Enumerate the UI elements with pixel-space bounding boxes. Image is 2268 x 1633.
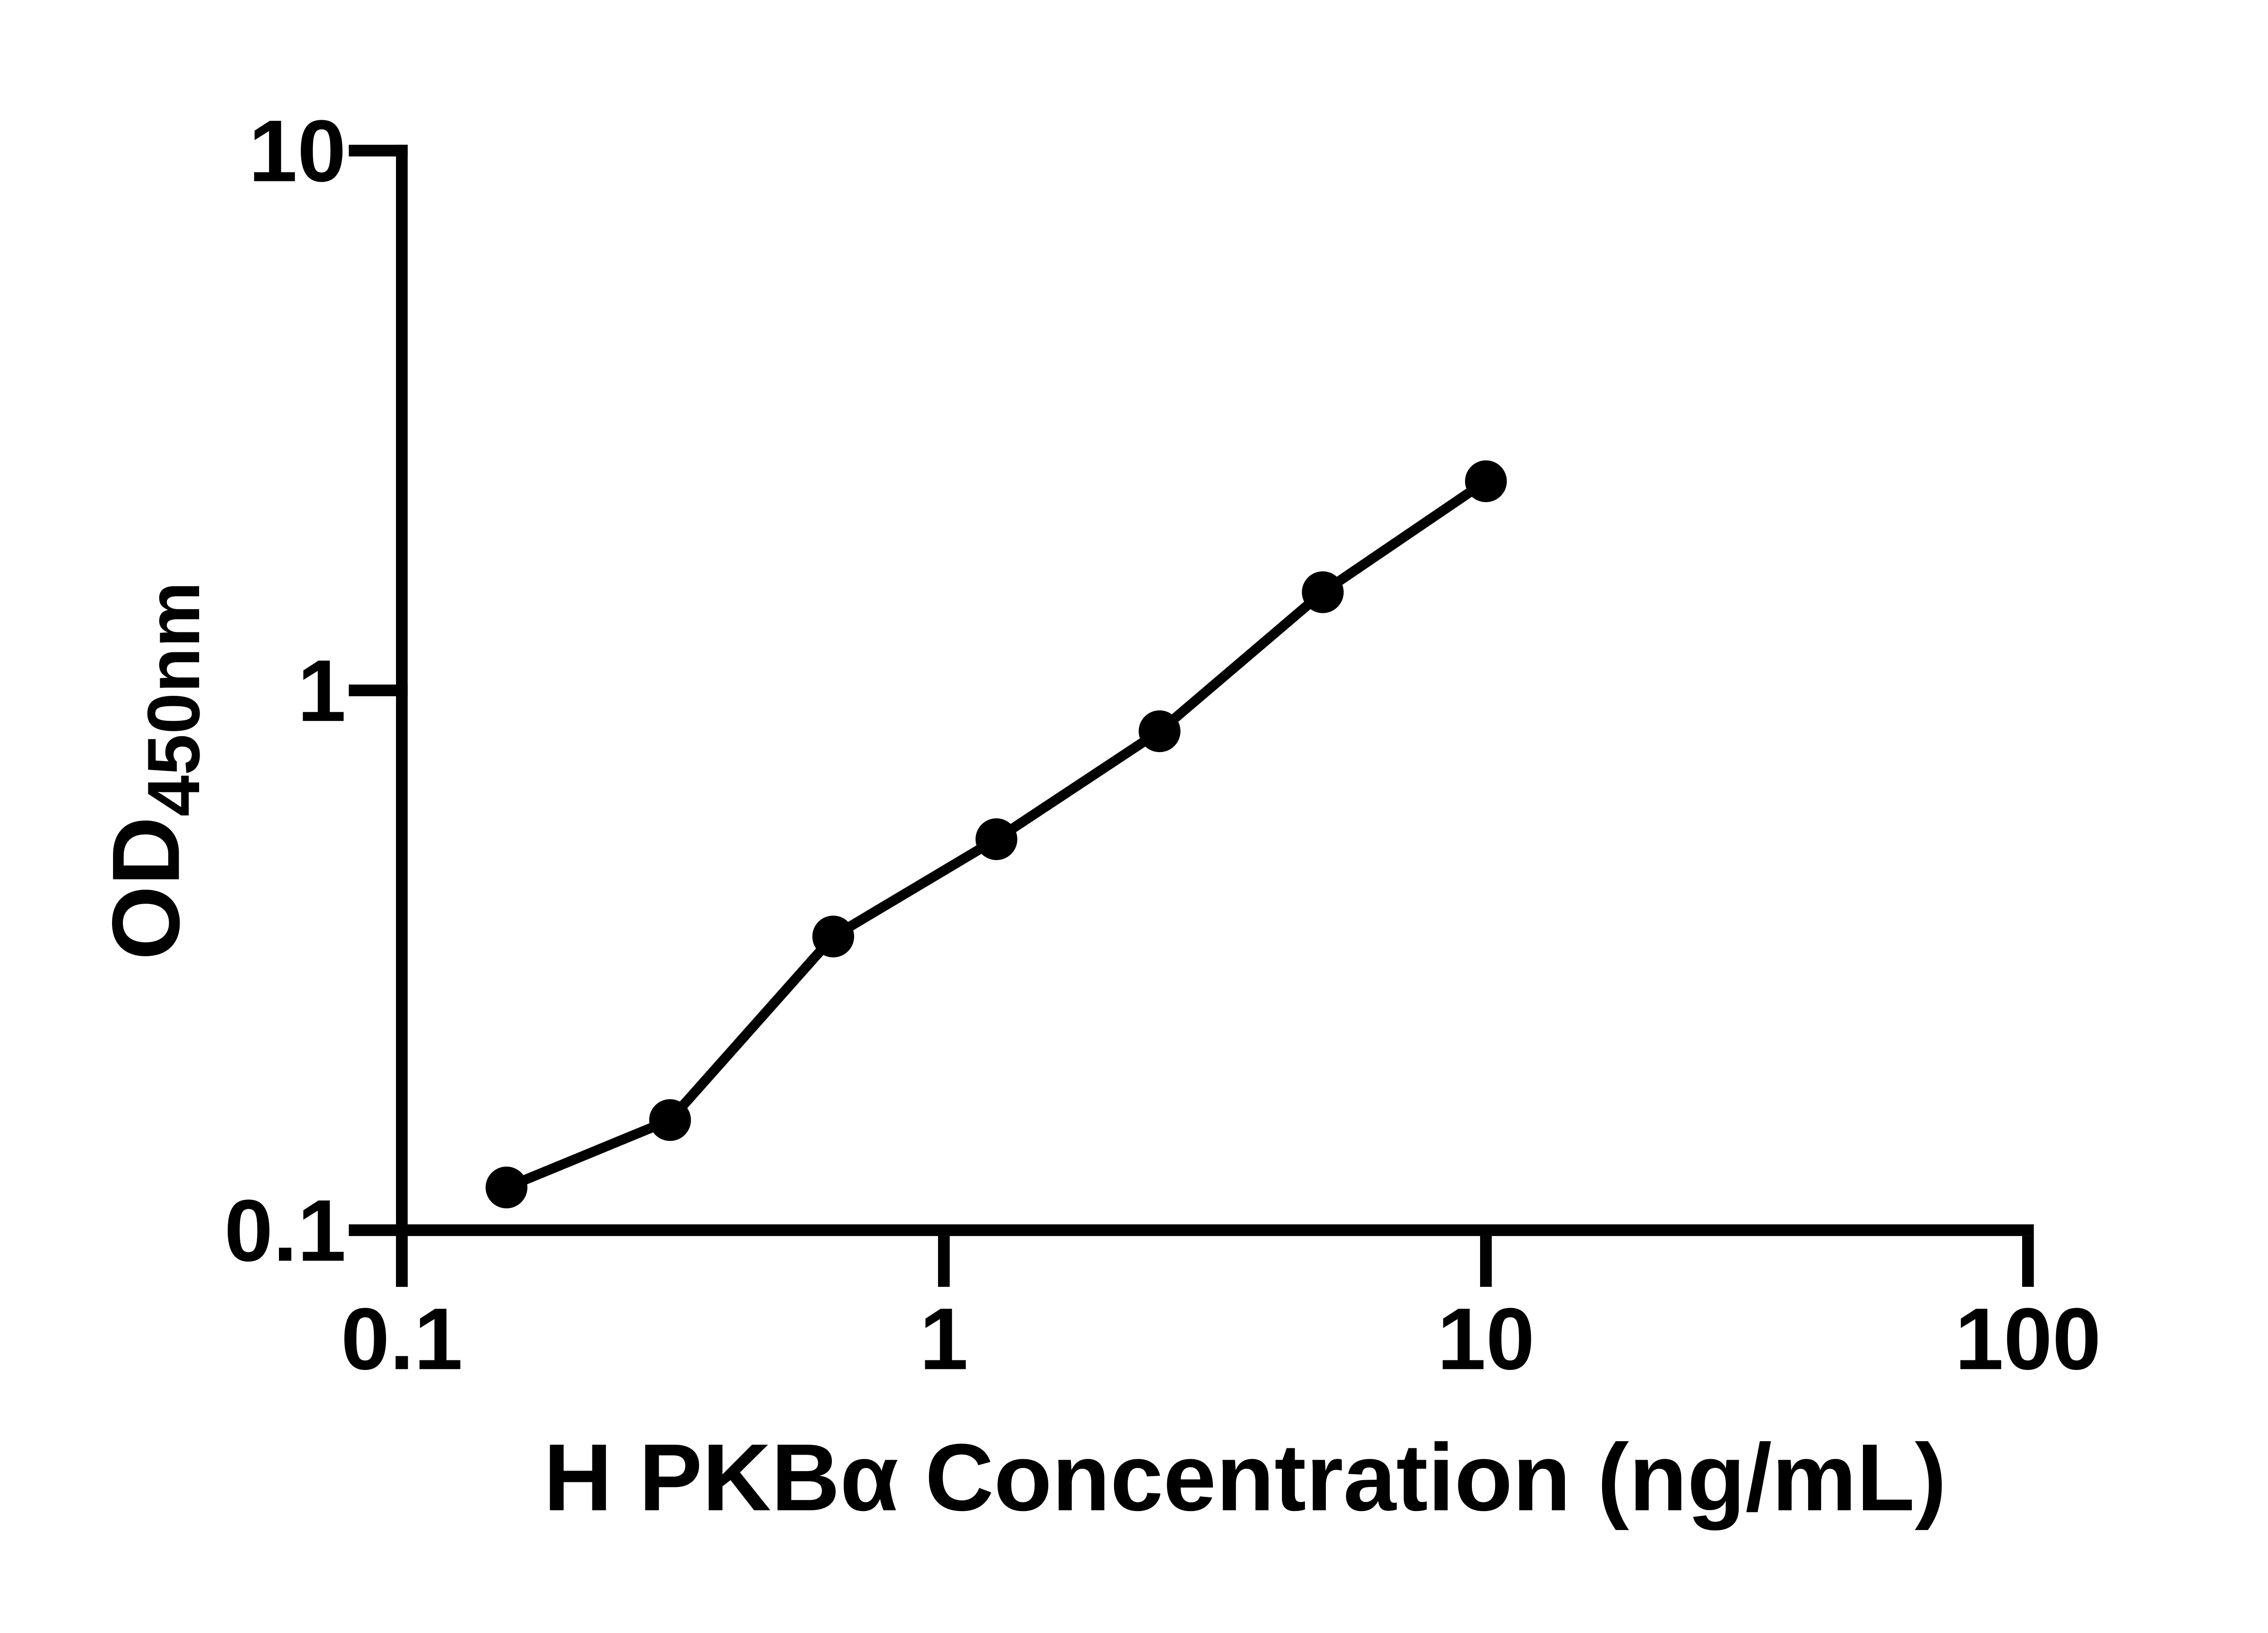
- x-axis-title: H PKBα Concentration (ng/mL): [543, 1424, 1946, 1530]
- y-axis-title-main: OD: [92, 816, 199, 960]
- y-axis-title-text: OD450nm: [92, 582, 215, 960]
- x-tick-label: 100: [1955, 1290, 2101, 1388]
- y-tick-label: 1: [298, 641, 346, 739]
- y-tick-label: 0.1: [224, 1181, 346, 1279]
- x-tick-label: 10: [1437, 1290, 1535, 1388]
- y-tick-label: 10: [249, 102, 346, 200]
- x-tick-label: 1: [919, 1290, 968, 1388]
- y-axis-title: OD450nm: [92, 582, 215, 960]
- data-point: [485, 1166, 528, 1208]
- data-point: [1139, 710, 1181, 753]
- data-point: [1302, 571, 1344, 613]
- data-point: [812, 915, 854, 958]
- data-point: [649, 1099, 691, 1141]
- y-axis-title-subscript: 450nm: [132, 582, 215, 816]
- data-point: [1465, 460, 1507, 503]
- data-point: [975, 818, 1017, 861]
- x-tick-label: 0.1: [341, 1290, 463, 1388]
